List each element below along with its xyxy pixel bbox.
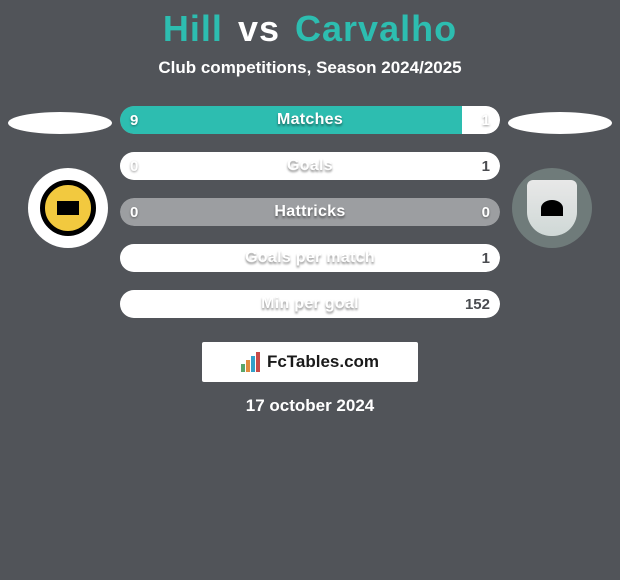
stat-row: Goals0 1	[120, 152, 500, 180]
club-badge-right	[512, 168, 592, 248]
stat-row: Goals per match1	[120, 244, 500, 272]
vs-label: vs	[238, 8, 280, 49]
stat-label: Goals per match	[120, 244, 500, 272]
stat-value-right: 0	[482, 198, 490, 226]
stat-row: Hattricks0 0	[120, 198, 500, 226]
subtitle: Club competitions, Season 2024/2025	[0, 58, 620, 78]
comparison-bars: Matches91Goals01Hattricks00Goals per mat…	[120, 106, 500, 318]
club-badge-left	[28, 168, 108, 248]
title: Hill vs Carvalho	[0, 8, 620, 50]
stat-row: Matches9 1	[120, 106, 500, 134]
chart-icon	[241, 352, 263, 372]
ship-icon	[57, 201, 79, 215]
player2-name: Carvalho	[295, 8, 457, 49]
stat-value-right: 152	[465, 290, 490, 318]
infographic-container: Hill vs Carvalho Club competitions, Seas…	[0, 0, 620, 416]
bird-icon	[541, 200, 563, 216]
brand-box: FcTables.com	[202, 342, 418, 382]
player1-name: Hill	[163, 8, 223, 49]
stat-value-right: 1	[482, 106, 490, 134]
stat-row: Min per goal152	[120, 290, 500, 318]
stat-value-right: 1	[482, 244, 490, 272]
stat-value-left: 0	[130, 152, 138, 180]
club-badge-left-inner	[40, 180, 96, 236]
stat-label: Goals	[120, 152, 500, 180]
stat-label: Min per goal	[120, 290, 500, 318]
date-label: 17 october 2024	[0, 396, 620, 416]
player1-marker-ellipse	[8, 112, 112, 134]
club-badge-right-shield	[527, 180, 577, 236]
stat-label: Hattricks	[120, 198, 500, 226]
brand-text: FcTables.com	[267, 352, 379, 372]
stat-label: Matches	[120, 106, 500, 134]
stat-value-left: 0	[130, 198, 138, 226]
player2-marker-ellipse	[508, 112, 612, 134]
stat-value-left: 9	[130, 106, 138, 134]
content-area: Matches91Goals01Hattricks00Goals per mat…	[0, 106, 620, 416]
stat-value-right: 1	[482, 152, 490, 180]
